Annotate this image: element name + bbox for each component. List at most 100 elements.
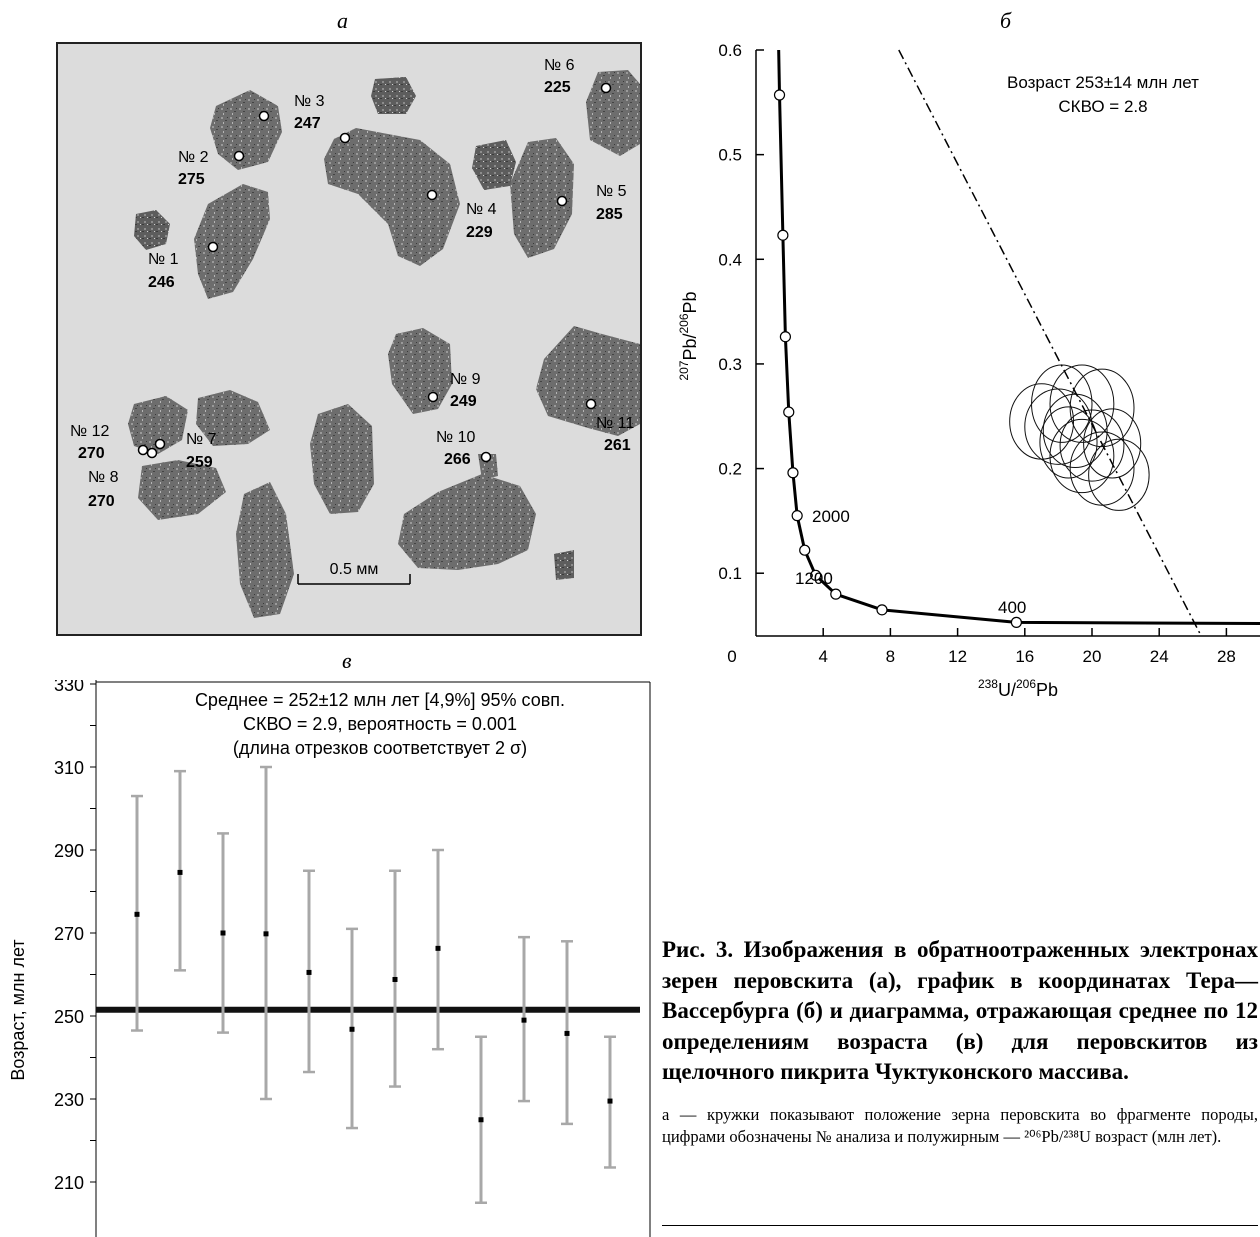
y-ticks: 330 310 290 270 250 230 210 [54,680,96,1193]
caption-rule [662,1225,1258,1226]
y-tick-label: 330 [54,680,84,695]
chart-c-note: (длина отрезков соответствует 2 σ) [233,738,527,758]
grain-bottom-right [398,474,536,570]
x-tick-label: 28 [1217,647,1236,666]
grain-edge [554,550,574,580]
chart-c-mswd: СКВО = 2.9, вероятность = 0.001 [243,714,517,734]
analysis-spots [137,82,612,463]
grain-5 [510,138,574,258]
error-ellipse [1069,368,1135,448]
grain-10-age: 266 [444,451,471,468]
scale-bar: 0.5 мм [297,561,411,585]
x-tick-label: 16 [1015,647,1034,666]
weighted-mean-chart: 330 310 290 270 250 230 210 Среднее = 252±12 м… [8,680,651,1237]
grain-10-num: № 10 [436,429,476,446]
age-point [263,931,269,937]
grain-3-age: 247 [294,115,321,132]
concordia-point [783,406,795,418]
bse-image: № 1 246 № 2 275 № 3 247 № 4 229 № 5 285 … [70,57,640,618]
y-tick-label: 0.6 [718,41,742,60]
error-ellipse [1042,393,1108,469]
concordia-point [779,331,792,343]
scale-bar-label: 0.5 мм [330,561,379,578]
error-ellipse [1059,409,1125,482]
y-tick-label: 0.1 [718,564,742,583]
grain-11-age: 261 [604,437,631,454]
age-point [564,1030,570,1036]
error-ellipse [1069,431,1135,506]
grain-8 [138,460,226,520]
grain-7 [196,390,270,446]
grain-2 [210,90,282,170]
grain-4-age: 229 [466,224,493,241]
concordia-label-400: 400 [998,598,1026,617]
grain-labels: № 1 246 № 2 275 № 3 247 № 4 229 № 5 285 … [70,57,634,510]
concordia-point [876,604,888,616]
grain-11-num: № 11 [596,415,634,432]
grain-mid [310,404,374,514]
chart-b-ylabel: 207Pb/206Pb [677,291,700,380]
discordia-line [898,49,1202,637]
concordia-point [799,544,811,556]
concordia-point [787,467,799,479]
grain-5-age: 285 [596,206,623,223]
panel-b-letter: б [1000,8,1012,33]
y-tick-label: 0.5 [718,146,742,165]
age-point [392,976,398,982]
x-tick-label: 24 [1150,647,1169,666]
age-point [220,930,226,936]
error-ellipse [1049,364,1115,443]
panel-a-letter: а [337,8,348,33]
chart-b-age: Возраст 253±14 млн лет [1007,73,1199,92]
x-tick-label: 8 [886,647,895,666]
grain-1-num: № 1 [148,251,179,268]
chart-c-mean: Среднее = 252±12 млн лет [4,9%] 95% совп… [195,690,565,710]
concordia-point [810,569,822,581]
grain-6 [586,70,640,156]
age-point [521,1017,527,1023]
x-tick-label: 20 [1083,647,1102,666]
grain-12-age: 270 [78,445,105,462]
grain-7-age: 259 [186,454,213,471]
grain-small-mid [472,140,516,190]
grain-8-num: № 8 [88,469,119,486]
grain-11 [536,326,640,436]
grain-8-age: 270 [88,493,115,510]
concordia-points [773,89,1022,628]
x-tick-label: 12 [948,647,967,666]
figure-caption: Рис. 3. Изображения в обратноотраженных … [662,935,1258,1148]
error-ellipse [1024,388,1093,465]
y-tick-label: 0.4 [718,250,742,269]
y-tick-label: 230 [54,1090,84,1110]
age-point [134,911,140,917]
grain-12 [128,396,188,454]
grain-1 [194,184,270,299]
concordia-label-1200: 1200 [795,569,833,588]
grain-small-left [134,210,170,250]
age-point [478,1117,484,1123]
error-ellipse [1039,406,1098,479]
concordia-point [1010,616,1022,628]
y-tick-label: 290 [54,841,84,861]
grain-3-4 [324,128,460,266]
grain-6-num: № 6 [544,57,575,74]
bse-image-panel: № 1 246 № 2 275 № 3 247 № 4 229 № 5 285 … [56,42,642,636]
y-tick-label: 270 [54,924,84,944]
error-ellipse [1049,418,1115,494]
grain-2-num: № 2 [178,149,209,166]
chart-c-ylabel: Возраст, млн лет [8,939,28,1080]
concordia-point [777,229,789,241]
concordia-point [791,510,803,522]
panel-c-letter: в [342,648,352,673]
x-tick-label: 0 [727,647,736,666]
caption-title: Рис. 3. Изображения в обратноотраженных … [662,937,1258,1084]
grain-2-age: 275 [178,171,205,188]
tera-wasserburg-chart: 0 4 8 12 16 20 24 28 0.1 0.2 0.3 0.4 0.5 0.6 Возраст… [677,41,1260,700]
error-ellipse [1083,408,1142,479]
concordia-curve [777,49,1260,625]
grain-9-age: 249 [450,393,477,410]
concordia-point [773,89,786,101]
y-tick-label: 0.3 [718,355,742,374]
chart-b-mswd: СКВО = 2.8 [1058,97,1147,116]
grain-9-num: № 9 [450,371,481,388]
